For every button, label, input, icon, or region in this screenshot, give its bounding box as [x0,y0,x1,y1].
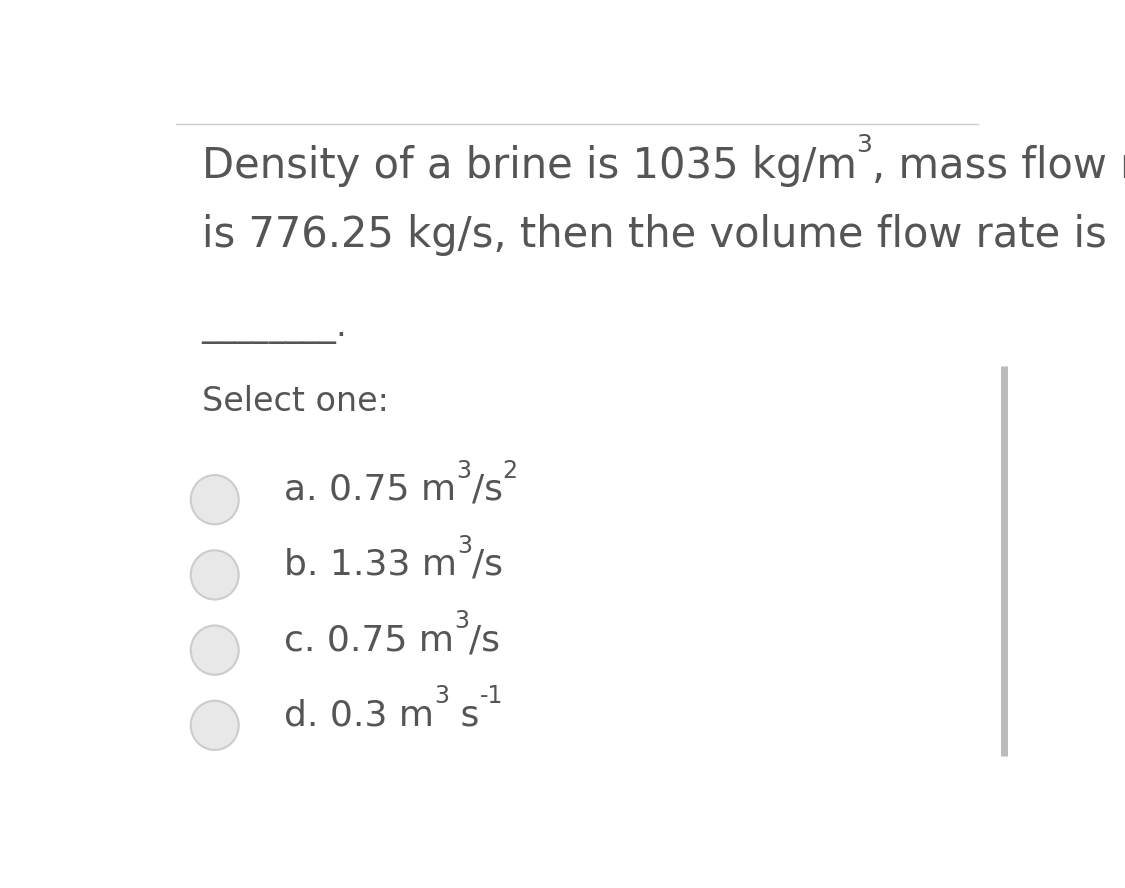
Text: /s: /s [471,472,503,507]
Ellipse shape [191,475,238,524]
Text: Select one:: Select one: [201,385,388,418]
Text: d. 0.3 m: d. 0.3 m [285,698,434,733]
Text: c. 0.75 m: c. 0.75 m [285,623,454,657]
Text: 3: 3 [458,534,472,558]
Text: 3: 3 [457,459,471,483]
Text: /s: /s [469,623,501,657]
Ellipse shape [191,625,238,675]
Text: ________.: ________. [201,311,348,344]
Ellipse shape [191,551,238,599]
Text: 2: 2 [503,459,518,483]
Text: -1: -1 [480,685,503,709]
Ellipse shape [191,701,238,750]
Text: /s: /s [472,548,504,582]
Text: 3: 3 [455,609,469,633]
Text: a. 0.75 m: a. 0.75 m [285,472,457,507]
Text: s: s [450,698,480,733]
Text: b. 1.33 m: b. 1.33 m [285,548,458,582]
Text: Density of a brine is 1035 kg/m: Density of a brine is 1035 kg/m [201,146,856,187]
Text: 3: 3 [856,133,872,157]
Text: 3: 3 [434,685,450,709]
Text: , mass flow rate: , mass flow rate [872,146,1125,187]
Text: is 776.25 kg/s, then the volume flow rate is: is 776.25 kg/s, then the volume flow rat… [201,214,1106,256]
